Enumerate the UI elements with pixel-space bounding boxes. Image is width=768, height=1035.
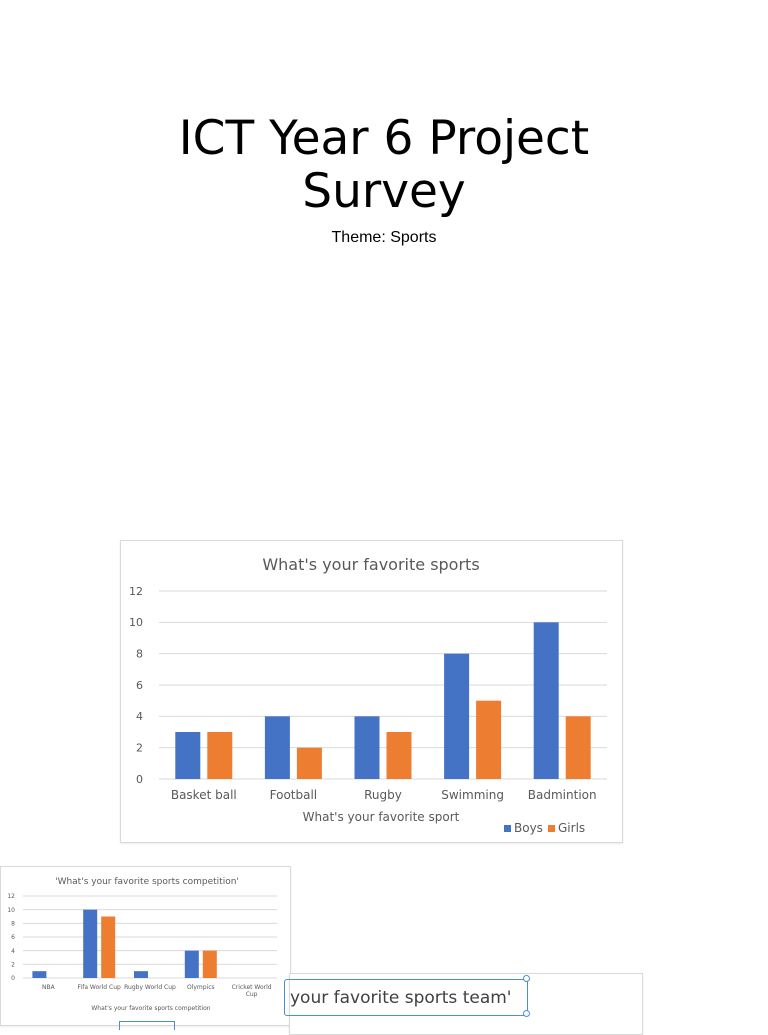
favorite-competition-chart-svg: 'What's your favorite sports competition… bbox=[7, 877, 277, 1012]
x-tick-label: Football bbox=[270, 788, 318, 802]
x-tick-label: Badmintion bbox=[528, 788, 597, 802]
bar-boys bbox=[32, 971, 47, 978]
bar-boys bbox=[83, 909, 98, 978]
favorite-team-chart-title[interactable]: your favorite sports team' bbox=[290, 988, 511, 1008]
y-tick-label: 0 bbox=[11, 975, 15, 982]
bar-boys bbox=[444, 653, 470, 779]
y-tick-label: 4 bbox=[136, 710, 143, 723]
bar-girls bbox=[296, 747, 322, 779]
favorite-competition-chart[interactable]: 'What's your favorite sports competition… bbox=[0, 866, 291, 1030]
legend-label-girls: Girls bbox=[558, 821, 585, 835]
chart-title: What's your favorite sports bbox=[262, 555, 479, 574]
selection-handle-top-right[interactable] bbox=[523, 975, 530, 982]
y-tick-label: 12 bbox=[7, 893, 15, 900]
selection-handle-bottom-right[interactable] bbox=[523, 1010, 530, 1017]
x-tick-label: Rugby World Cup bbox=[124, 984, 176, 991]
bar-boys bbox=[184, 950, 199, 978]
x-tick-label: NBA bbox=[42, 984, 56, 991]
x-axis-label: What's your favorite sports competition bbox=[91, 1005, 210, 1012]
x-tick-label: Rugby bbox=[364, 788, 402, 802]
bar-girls bbox=[101, 916, 116, 978]
x-tick-label: Basket ball bbox=[171, 788, 237, 802]
bar-boys bbox=[533, 622, 559, 779]
bar-boys bbox=[264, 716, 290, 779]
legend-swatch-boys bbox=[504, 825, 511, 832]
y-tick-label: 12 bbox=[129, 585, 143, 598]
y-tick-label: 8 bbox=[11, 920, 15, 927]
x-tick-label: Swimming bbox=[441, 788, 504, 802]
y-tick-label: 6 bbox=[11, 934, 15, 941]
bar-boys bbox=[175, 732, 201, 779]
bar-boys bbox=[354, 716, 380, 779]
x-tick-label: Olympics bbox=[187, 984, 215, 991]
x-tick-label: Cricket World bbox=[232, 984, 272, 991]
y-tick-label: 6 bbox=[136, 679, 143, 692]
bar-boys bbox=[134, 971, 148, 978]
x-axis-label: What's your favorite sport bbox=[303, 810, 460, 824]
x-tick-label: Fifa World Cup bbox=[78, 984, 121, 991]
bar-girls bbox=[565, 716, 591, 779]
slide-subtitle: Theme: Sports bbox=[331, 229, 437, 246]
bar-girls bbox=[476, 700, 502, 779]
y-tick-label: 4 bbox=[11, 948, 15, 955]
favorite-team-chart[interactable]: your favorite sports team' bbox=[284, 973, 643, 1035]
slide-title-line1: ICT Year 6 Project bbox=[178, 111, 590, 166]
slide-title: ICT Year 6 Project Survey bbox=[0, 112, 768, 218]
bar-girls bbox=[386, 732, 412, 779]
slide-title-line2: Survey bbox=[302, 164, 466, 219]
bar-girls bbox=[202, 950, 217, 978]
chart-title: 'What's your favorite sports competition… bbox=[55, 877, 239, 887]
favorite-sports-chart[interactable]: What's your favorite sports 0 2 4 6 8 10 12 Bask… bbox=[120, 540, 623, 843]
y-tick-label: 10 bbox=[7, 907, 15, 914]
y-tick-label: 2 bbox=[136, 742, 143, 755]
legend-swatch-girls bbox=[548, 825, 555, 832]
y-tick-label: 0 bbox=[136, 773, 143, 786]
legend-label-boys: Boys bbox=[514, 821, 543, 835]
favorite-team-chart-title-text: your favorite sports team' bbox=[290, 988, 512, 1008]
y-tick-label: 10 bbox=[129, 616, 143, 629]
title-selection-box[interactable] bbox=[284, 979, 528, 1016]
chart-selection-handle-bar[interactable] bbox=[119, 1021, 175, 1030]
y-tick-label: 8 bbox=[136, 648, 143, 661]
x-tick-label: Cup bbox=[246, 991, 258, 998]
favorite-sports-chart-svg: What's your favorite sports 0 2 4 6 8 10 12 Bask… bbox=[129, 555, 607, 835]
y-tick-label: 2 bbox=[11, 961, 15, 968]
bar-girls bbox=[207, 732, 233, 779]
